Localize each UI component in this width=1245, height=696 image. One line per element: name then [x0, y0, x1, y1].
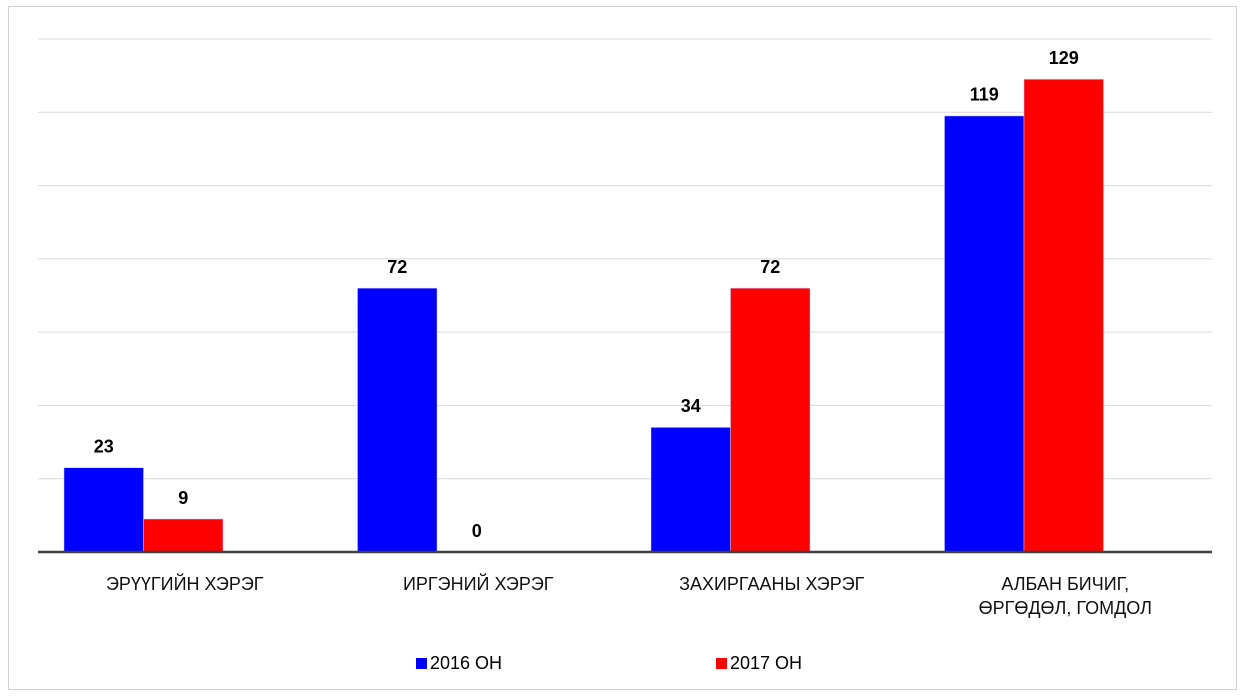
bar: [730, 287, 811, 553]
bar: [63, 467, 144, 553]
legend-label: 2017 ОН: [730, 653, 802, 673]
x-tick-label: ЗАХИРГААНЫ ХЭРЭГ: [679, 574, 865, 594]
bar: [143, 518, 224, 553]
bar: [357, 287, 438, 553]
data-label: 119: [970, 85, 999, 105]
bar: [650, 427, 731, 553]
legend-swatch: [716, 658, 727, 669]
legend-swatch: [416, 658, 427, 669]
data-label: 72: [760, 257, 780, 277]
data-label: 9: [178, 488, 188, 508]
data-label: 72: [387, 257, 407, 277]
data-label: 23: [94, 436, 114, 456]
x-tick-label: ЭРҮҮГИЙН ХЭРЭГ: [105, 574, 264, 594]
data-label: 34: [681, 396, 701, 416]
bar: [944, 115, 1025, 553]
x-tick-label: АЛБАН БИЧИГ, ӨРГӨДӨЛ, ГОМДОЛ: [978, 574, 1152, 618]
x-tick-label: ИРГЭНИЙ ХЭРЭГ: [402, 574, 554, 594]
data-label: 0: [472, 521, 482, 541]
data-label: 129: [1049, 48, 1079, 68]
legend-label: 2016 ОН: [430, 653, 502, 673]
bar: [1023, 79, 1104, 553]
